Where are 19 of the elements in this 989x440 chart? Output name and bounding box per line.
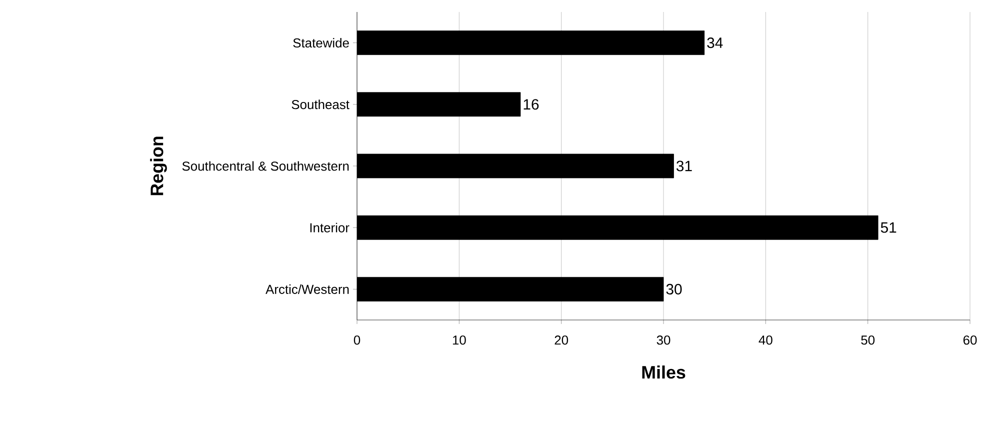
y-tick-label: Arctic/Western xyxy=(266,284,349,294)
y-tick-label: Statewide xyxy=(293,38,349,48)
data-label: 16 xyxy=(524,99,539,110)
y-tick-label: Southcentral & Southwestern xyxy=(182,161,349,171)
x-tick-label: 60 xyxy=(963,336,977,345)
y-tick-label: Southeast xyxy=(292,100,350,110)
data-label: 34 xyxy=(707,38,723,48)
x-tick-label: 30 xyxy=(656,336,670,345)
data-label: 31 xyxy=(676,160,692,172)
y-axis-title: Region xyxy=(150,136,167,196)
x-axis-title: Miles xyxy=(642,366,686,379)
x-tick-label: 10 xyxy=(452,336,466,345)
data-label: 51 xyxy=(880,222,896,233)
data-label: 30 xyxy=(666,284,682,294)
x-tick-label: 50 xyxy=(861,336,875,345)
x-tick-label: 40 xyxy=(758,336,772,345)
x-tick-label: 0 xyxy=(354,336,360,345)
x-tick-label: 20 xyxy=(554,336,568,345)
y-tick-label: Interior xyxy=(310,222,350,232)
